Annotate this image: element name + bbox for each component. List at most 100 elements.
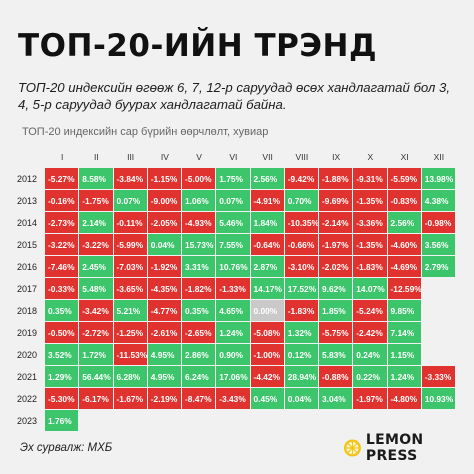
heatmap-cell: -0.83% [387,190,422,212]
brand-name: LEMON PRESS [365,432,424,464]
heatmap-cell: 13.98% [421,168,456,190]
heatmap-cell: 2.14% [79,212,114,234]
heatmap-cell: -5.75% [319,322,354,344]
heatmap-cell: 0.90% [216,344,251,366]
heatmap-cell: 0.07% [216,190,251,212]
heatmap-cell: -3.65% [113,278,148,300]
heatmap-cell: -0.33% [45,278,80,300]
heatmap-cell: 1.76% [45,410,80,432]
heatmap-cell: 5.21% [113,300,148,322]
heatmap-cell: 9.85% [387,300,422,322]
heatmap-cell: -4.77% [147,300,182,322]
heatmap-cell: -2.65% [182,322,217,344]
heatmap-cell: 56.44% [79,366,114,388]
month-label: VII [262,152,273,162]
heatmap-cell: -1.25% [113,322,148,344]
heatmap-cell: -1.00% [250,344,285,366]
heatmap-cell: 2.56% [250,168,285,190]
heatmap-cell: -5.08% [250,322,285,344]
month-label: XI [400,152,409,162]
heatmap-cell: 1.75% [216,168,251,190]
heatmap-cell: 3.31% [182,256,217,278]
month-label: X [367,152,374,162]
heatmap-cell: 1.72% [79,344,114,366]
heatmap-cell: -3.10% [284,256,319,278]
heatmap-cell: 7.55% [216,234,251,256]
brand-logo: LEMON PRESS [343,432,474,464]
heatmap-cell: 5.48% [79,278,114,300]
heatmap-grid: -5.27% 8.58% -3.84% -1.15% -5.00% 1.75% 2.56% -… [45,168,456,432]
month-label: III [127,152,135,162]
heatmap-cell: 1.24% [216,322,251,344]
heatmap-cell: -1.33% [216,278,251,300]
heatmap-cell: -12.59% [387,278,422,300]
month-label: II [94,152,99,162]
heatmap-cell: -7.03% [113,256,148,278]
page-subtitle: ТОП-20 индексийн өгөөж 6, 7, 12-р сарууд… [18,80,451,112]
heatmap-cell: 17.52% [284,278,319,300]
heatmap-cell: 2.56% [387,212,422,234]
heatmap-cell: 0.07% [113,190,148,212]
heatmap-cell: 10.76% [216,256,251,278]
heatmap-cell: 3.04% [319,388,354,410]
heatmap-cell: -1.83% [284,300,319,322]
year-label: 2015 [16,240,38,250]
heatmap-cell: -4.93% [182,212,217,234]
heatmap-cell: -5.59% [387,168,422,190]
year-label: 2021 [16,372,38,382]
month-label: IX [332,152,341,162]
heatmap-cell: -5.24% [353,300,388,322]
heatmap-cell: -7.46% [45,256,80,278]
heatmap-cell: -5.27% [45,168,80,190]
heatmap-cell: -2.61% [147,322,182,344]
year-label: 2018 [16,306,38,316]
heatmap-cell: 17.06% [216,366,251,388]
heatmap-cell: -3.36% [353,212,388,234]
heatmap-cell: -5.30% [45,388,80,410]
heatmap-cell: -4.80% [387,388,422,410]
heatmap-cell: 0.70% [284,190,319,212]
heatmap-cell: -1.75% [79,190,114,212]
heatmap-cell: -11.53% [113,344,148,366]
heatmap-cell: 0.12% [284,344,319,366]
heatmap-cell: -2.02% [319,256,354,278]
heatmap-cell: -3.42% [79,300,114,322]
heatmap-cell: -3.22% [79,234,114,256]
heatmap-cell: 4.95% [147,344,182,366]
heatmap-cell: 5.46% [216,212,251,234]
year-label: 2022 [16,394,38,404]
heatmap-cell: -9.31% [353,168,388,190]
heatmap-cell: 1.32% [284,322,319,344]
heatmap-cell: 1.29% [45,366,80,388]
heatmap-cell: -8.47% [182,388,217,410]
heatmap-cell: 1.24% [387,366,422,388]
heatmap-cell: 0.22% [353,366,388,388]
heatmap-cell: -1.15% [147,168,182,190]
heatmap-cell: -4.42% [250,366,285,388]
heatmap-cell: -4.69% [387,256,422,278]
heatmap-cell: 2.45% [79,256,114,278]
heatmap-cell: -3.33% [421,366,456,388]
heatmap-cell: -1.35% [353,190,388,212]
heatmap-cell: -1.88% [319,168,354,190]
year-label: 2013 [16,196,38,206]
year-label: 2016 [16,262,38,272]
heatmap-cell: 1.85% [319,300,354,322]
heatmap-cell: -0.16% [45,190,80,212]
page-title: ТОП-20-ИЙН ТРЭНД [18,28,378,64]
heatmap-cell: 6.28% [113,366,148,388]
heatmap-cell: 14.17% [250,278,285,300]
heatmap-cell: -3.43% [216,388,251,410]
heatmap-cell: -1.97% [353,388,388,410]
heatmap-cell: -2.42% [353,322,388,344]
heatmap-cell: -2.14% [319,212,354,234]
heatmap-cell: -2.05% [147,212,182,234]
heatmap-cell: -0.64% [250,234,285,256]
heatmap-cell: -3.84% [113,168,148,190]
year-label: 2014 [16,218,38,228]
heatmap-cell: 1.15% [387,344,422,366]
source-note: Эх сурвалж: МХБ [20,442,113,454]
heatmap-cell: 5.83% [319,344,354,366]
heatmap-cell: 3.56% [421,234,456,256]
heatmap-cell: 10.93% [421,388,456,410]
